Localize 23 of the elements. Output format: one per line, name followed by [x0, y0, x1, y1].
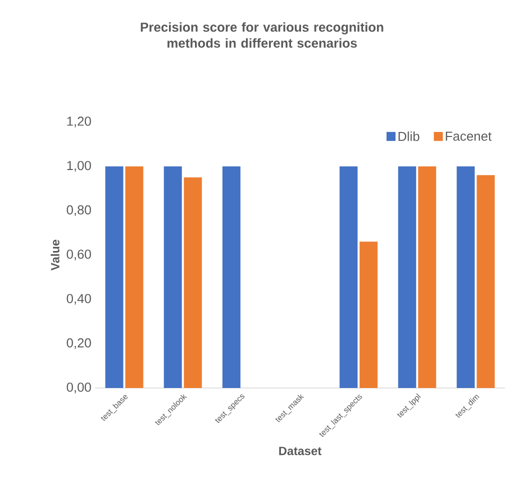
legend-label: Dlib	[398, 131, 420, 141]
bar	[164, 166, 182, 388]
legend-label: Facenet	[446, 132, 492, 141]
y-tick-label: 0,00	[66, 382, 91, 394]
chart-title: Precision score for various recognition methods in different scenarios	[140, 22, 384, 48]
bar	[340, 166, 358, 388]
y-tick-label: 0,40	[66, 294, 91, 305]
y-tick-label: 0,80	[66, 205, 91, 216]
y-tick-label: 1,20	[67, 116, 91, 128]
bar	[456, 166, 475, 388]
bar	[125, 166, 144, 388]
bar	[222, 166, 240, 388]
y-axis-title: Value	[50, 240, 60, 271]
x-axis-title: Dataset	[279, 446, 322, 456]
bar	[418, 166, 436, 388]
bar	[184, 177, 202, 388]
bar	[398, 166, 416, 388]
bar	[105, 166, 124, 388]
bar	[360, 242, 378, 388]
y-tick-label: 0,60	[66, 250, 91, 260]
y-tick-label: 1,00	[67, 160, 91, 172]
bar	[476, 175, 495, 388]
y-tick-label: 0,20	[66, 338, 91, 349]
